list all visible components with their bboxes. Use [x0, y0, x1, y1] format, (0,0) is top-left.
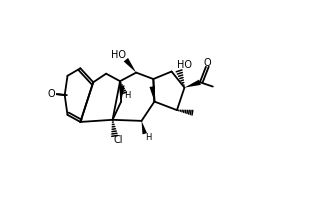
Text: O: O — [48, 89, 55, 99]
Polygon shape — [124, 58, 136, 73]
Polygon shape — [141, 121, 147, 134]
Text: O: O — [204, 57, 211, 68]
Text: Cl: Cl — [113, 135, 123, 145]
Text: H: H — [124, 91, 130, 100]
Polygon shape — [150, 86, 155, 102]
Text: HO: HO — [177, 60, 192, 70]
Polygon shape — [119, 85, 125, 102]
Text: H: H — [145, 133, 151, 142]
Text: HO: HO — [111, 50, 126, 60]
Polygon shape — [185, 80, 201, 88]
